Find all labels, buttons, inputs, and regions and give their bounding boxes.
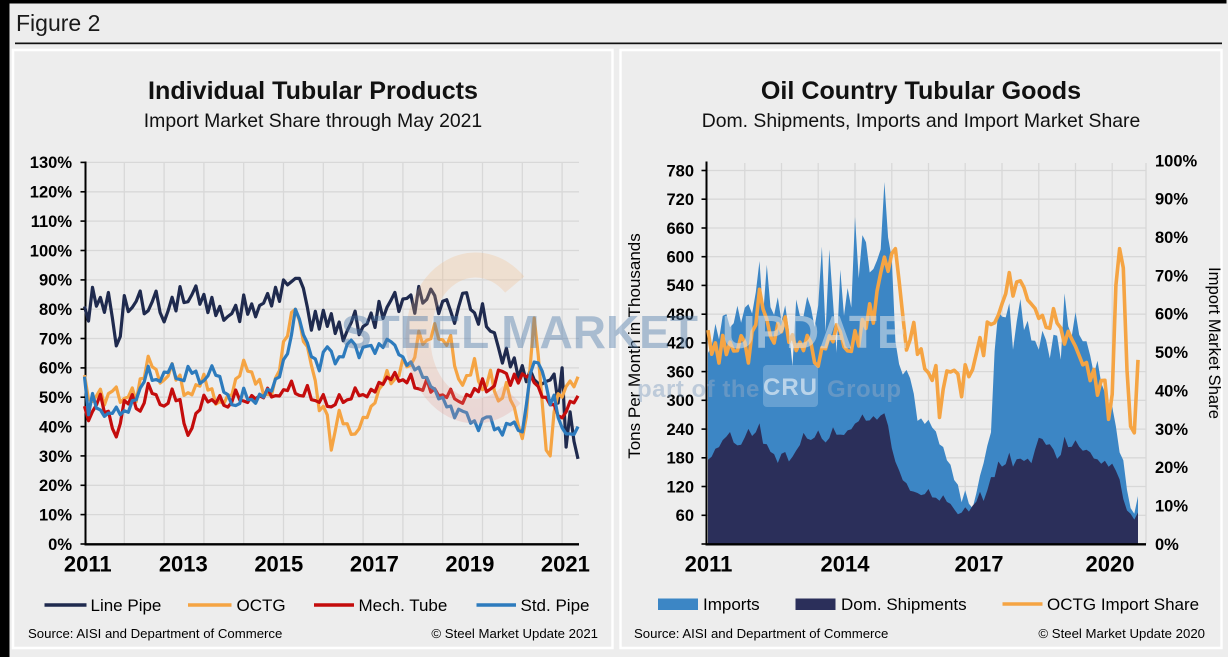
svg-text:360: 360 (666, 363, 694, 381)
svg-text:90%: 90% (39, 272, 72, 290)
svg-text:Oil Country Tubular Goods: Oil Country Tubular Goods (761, 77, 1081, 105)
svg-text:STEEL MARKET: STEEL MARKET (341, 306, 698, 358)
svg-text:0%: 0% (48, 536, 72, 554)
svg-text:Std. Pipe: Std. Pipe (521, 596, 590, 615)
svg-text:300: 300 (666, 392, 694, 410)
svg-text:30%: 30% (1155, 421, 1188, 439)
svg-text:40%: 40% (1155, 382, 1188, 400)
svg-text:© Steel Market Update 2020: © Steel Market Update 2020 (1038, 626, 1205, 641)
svg-text:2021: 2021 (541, 552, 590, 577)
svg-text:Tons Per Month in Thousands: Tons Per Month in Thousands (625, 233, 644, 459)
svg-text:60: 60 (676, 507, 694, 525)
svg-text:Source: AISI and Department of: Source: AISI and Department of Commerce (634, 626, 888, 641)
svg-text:Source: AISI and Department of: Source: AISI and Department of Commerce (28, 626, 282, 641)
svg-text:60%: 60% (1155, 306, 1188, 324)
svg-text:540: 540 (666, 277, 694, 295)
svg-text:80%: 80% (1155, 229, 1188, 247)
svg-text:60%: 60% (39, 360, 72, 378)
svg-text:20%: 20% (1155, 459, 1188, 477)
svg-text:2015: 2015 (254, 552, 303, 577)
svg-text:50%: 50% (39, 389, 72, 407)
svg-text:2011: 2011 (685, 552, 733, 577)
svg-text:100%: 100% (1155, 152, 1198, 170)
svg-text:20%: 20% (39, 477, 72, 495)
svg-text:110%: 110% (31, 213, 73, 231)
svg-text:50%: 50% (1155, 344, 1188, 362)
svg-text:Group: Group (827, 376, 902, 403)
svg-text:Dom. Shipments, Imports and Im: Dom. Shipments, Imports and Import Marke… (702, 110, 1141, 132)
svg-text:OCTG: OCTG (237, 596, 286, 615)
svg-text:Import Market Share through Ma: Import Market Share through May 2021 (144, 110, 482, 132)
svg-text:660: 660 (666, 220, 694, 238)
svg-text:Dom. Shipments: Dom. Shipments (841, 595, 967, 614)
svg-text:2013: 2013 (159, 552, 208, 577)
svg-text:UPDATE: UPDATE (722, 306, 908, 358)
svg-text:Import Market Share: Import Market Share (1205, 267, 1224, 419)
svg-text:240: 240 (666, 421, 694, 439)
svg-text:180: 180 (666, 450, 694, 468)
svg-text:420: 420 (666, 335, 694, 353)
svg-text:Line Pipe: Line Pipe (91, 596, 162, 615)
svg-text:OCTG Import Share: OCTG Import Share (1047, 595, 1199, 614)
svg-text:2019: 2019 (445, 552, 494, 577)
svg-text:Figure 2: Figure 2 (16, 10, 100, 36)
svg-text:480: 480 (666, 306, 694, 324)
svg-text:© Steel Market Update 2021: © Steel Market Update 2021 (431, 626, 598, 641)
svg-text:2017: 2017 (350, 552, 399, 577)
svg-text:30%: 30% (39, 448, 72, 466)
svg-text:10%: 10% (39, 506, 72, 524)
svg-text:0%: 0% (1155, 536, 1179, 554)
svg-text:70%: 70% (1155, 267, 1188, 285)
svg-text:2014: 2014 (821, 552, 871, 577)
svg-text:Imports: Imports (703, 595, 760, 614)
svg-text:part of the: part of the (637, 376, 760, 403)
svg-text:Individual Tubular Products: Individual Tubular Products (148, 77, 478, 105)
svg-text:10%: 10% (1155, 497, 1188, 515)
svg-text:600: 600 (666, 249, 694, 267)
svg-text:780: 780 (666, 162, 694, 180)
svg-text:CRU: CRU (763, 374, 818, 401)
svg-text:2017: 2017 (955, 552, 1004, 577)
svg-text:70%: 70% (39, 330, 72, 348)
svg-text:2020: 2020 (1086, 552, 1135, 577)
svg-text:80%: 80% (39, 301, 72, 319)
svg-text:90%: 90% (1155, 191, 1188, 209)
svg-text:120%: 120% (30, 184, 73, 202)
svg-text:120: 120 (666, 478, 694, 496)
svg-text:720: 720 (666, 191, 694, 209)
svg-text:100%: 100% (30, 242, 73, 260)
svg-text:40%: 40% (39, 418, 72, 436)
svg-text:2011: 2011 (64, 552, 112, 577)
svg-text:130%: 130% (30, 154, 73, 172)
svg-text:Mech. Tube: Mech. Tube (359, 596, 448, 615)
